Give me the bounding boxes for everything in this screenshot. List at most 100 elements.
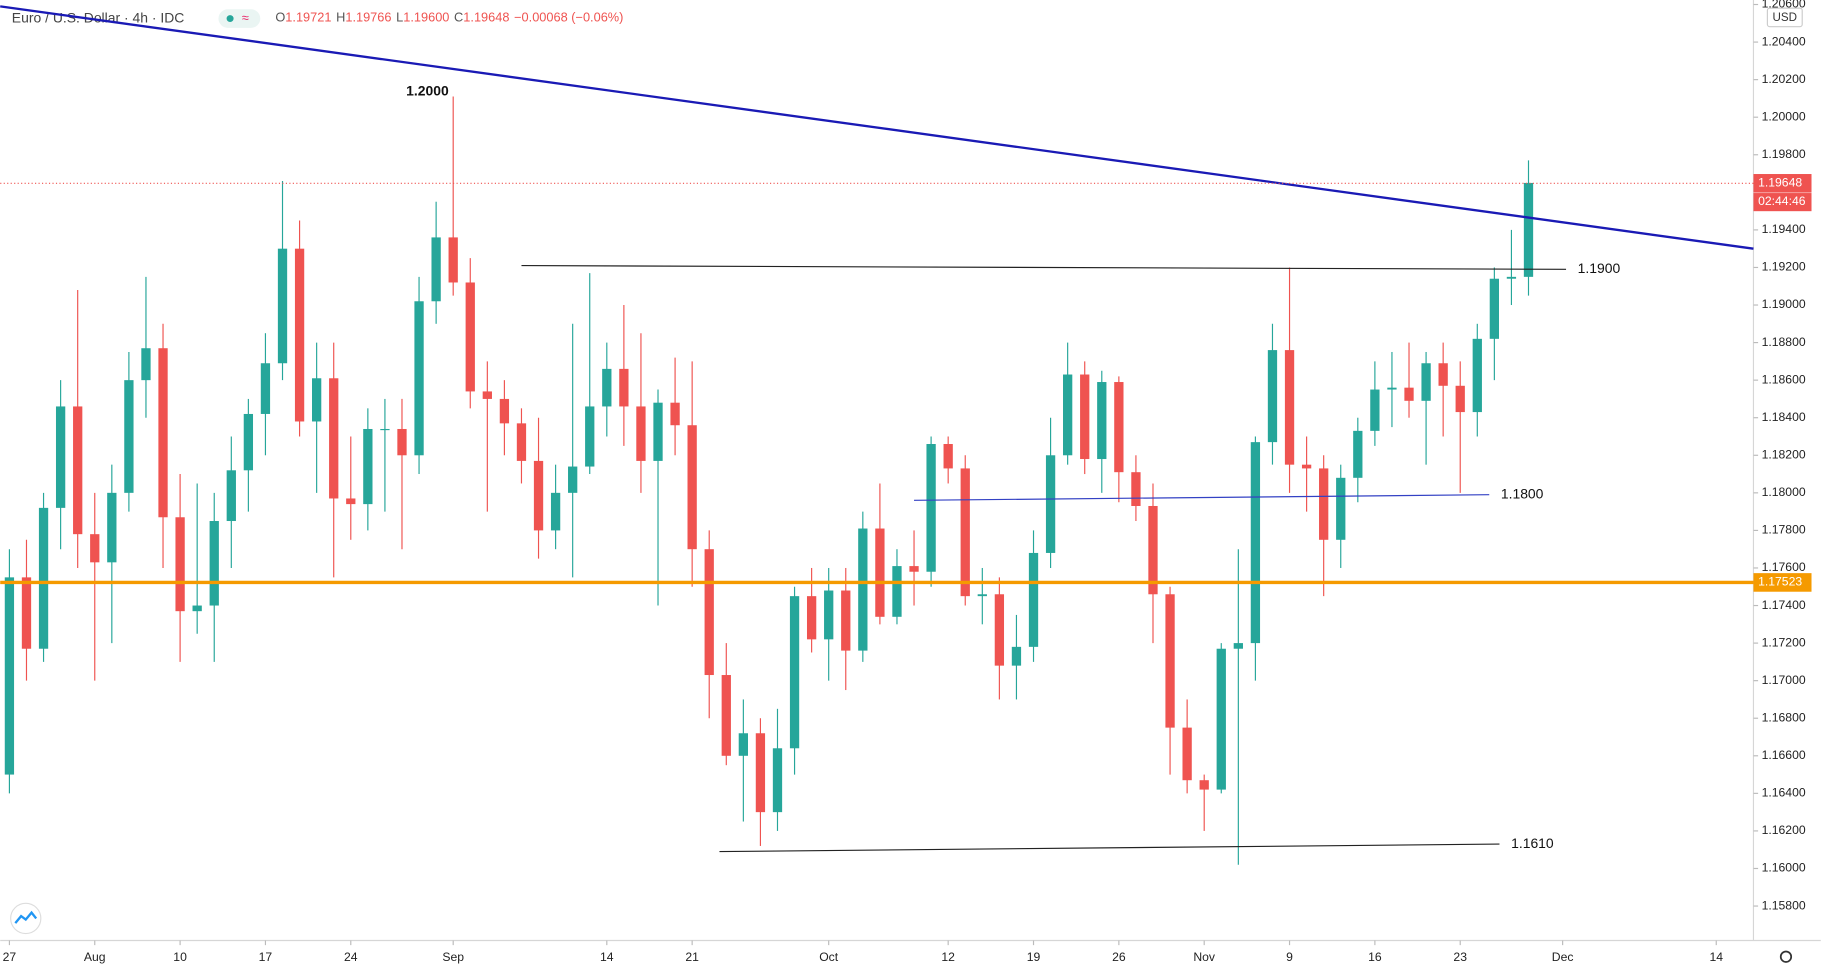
candle-body bbox=[107, 492, 117, 563]
trend-line bbox=[914, 494, 1490, 501]
candle-body bbox=[1455, 385, 1465, 413]
candle-body bbox=[1131, 472, 1141, 506]
y-tick-label: 1.17000 bbox=[1762, 673, 1806, 687]
candle-body bbox=[1472, 338, 1482, 413]
x-tick-label: Nov bbox=[1193, 950, 1216, 964]
x-tick-label: 12 bbox=[941, 950, 955, 964]
logo[interactable] bbox=[10, 902, 42, 935]
candle-body bbox=[1080, 374, 1090, 460]
candle-body bbox=[1148, 505, 1158, 595]
y-tick-label: 1.16200 bbox=[1762, 823, 1806, 837]
currency-box[interactable] bbox=[1766, 7, 1803, 28]
y-tick-label: 1.20200 bbox=[1762, 72, 1806, 86]
x-tick-label: 16 bbox=[1368, 950, 1382, 964]
candle-body bbox=[1114, 382, 1124, 473]
candle-body bbox=[602, 368, 612, 407]
x-tick-label: 26 bbox=[1112, 950, 1126, 964]
candle-body bbox=[124, 380, 134, 493]
candle-body bbox=[141, 348, 151, 381]
candle-body bbox=[1250, 442, 1261, 644]
candle-body bbox=[243, 413, 254, 471]
currency-label[interactable]: USD bbox=[1773, 11, 1798, 24]
candle-body bbox=[1182, 727, 1192, 781]
candle-body bbox=[499, 398, 510, 424]
candle-body bbox=[653, 402, 663, 461]
candle-body bbox=[568, 466, 578, 493]
candle-body bbox=[977, 594, 987, 597]
candle-body bbox=[1421, 363, 1431, 401]
candle-body bbox=[772, 748, 783, 813]
x-tick-label: 21 bbox=[685, 950, 699, 964]
candle-body bbox=[1353, 430, 1363, 478]
candle-body bbox=[875, 528, 885, 617]
candle-body bbox=[363, 428, 373, 505]
x-tick-label: 10 bbox=[173, 950, 187, 964]
x-tick-label: 24 bbox=[344, 950, 358, 964]
x-tick-label: Oct bbox=[819, 950, 839, 964]
candle-body bbox=[1097, 382, 1107, 460]
candle-body bbox=[1438, 363, 1448, 386]
y-tick-label: 1.18600 bbox=[1762, 372, 1806, 386]
candle-body bbox=[175, 517, 185, 612]
y-tick-label: 1.20000 bbox=[1762, 109, 1806, 123]
settings[interactable] bbox=[1779, 950, 1793, 963]
x-tick-label: 19 bbox=[1027, 950, 1041, 964]
candle-body bbox=[960, 468, 970, 597]
candle-body bbox=[806, 596, 817, 640]
y-tick-label: 1.19400 bbox=[1762, 222, 1806, 236]
candle-body bbox=[1506, 276, 1517, 279]
x-tick-label: 14 bbox=[600, 950, 614, 964]
candle-body bbox=[482, 391, 492, 399]
candle-body bbox=[1216, 648, 1226, 790]
level-tag bbox=[1753, 573, 1812, 592]
candle-body bbox=[550, 492, 561, 531]
y-tick-label: 1.20600 bbox=[1762, 0, 1806, 11]
candle-body bbox=[841, 590, 851, 651]
candle-body bbox=[858, 528, 868, 651]
status-dot bbox=[226, 15, 234, 23]
candle-body bbox=[226, 470, 236, 522]
candle-body bbox=[1199, 780, 1209, 790]
x-tick-label: Sep bbox=[442, 950, 464, 964]
y-tick-label: 1.16400 bbox=[1762, 786, 1806, 800]
candle-body bbox=[738, 733, 748, 756]
line-label: 1.1900 bbox=[1578, 260, 1621, 276]
y-tick-label: 1.17400 bbox=[1762, 598, 1806, 612]
candle-body bbox=[516, 423, 527, 461]
candle-body bbox=[294, 248, 305, 422]
candle-body bbox=[397, 428, 407, 456]
candle-body bbox=[619, 368, 629, 407]
y-tick-label: 1.17800 bbox=[1762, 523, 1806, 537]
candle-body bbox=[1404, 387, 1414, 401]
candle-body bbox=[1387, 387, 1397, 390]
y-tick-label: 1.17200 bbox=[1762, 635, 1806, 649]
y-tick-label: 1.17600 bbox=[1762, 560, 1806, 574]
x-tick-label: 17 bbox=[259, 950, 273, 964]
candle-body bbox=[73, 406, 83, 535]
candle-body bbox=[465, 282, 475, 392]
line-label: 1.1610 bbox=[1511, 835, 1554, 851]
line-label: 1.1800 bbox=[1501, 485, 1544, 501]
legend: Euro / U.S. Dollar · 4h · IDC ≈ O1.19721… bbox=[12, 9, 623, 28]
candle-body bbox=[585, 406, 595, 467]
y-tick-label: 1.16600 bbox=[1762, 748, 1806, 762]
x-tick-label: 23 bbox=[1453, 950, 1467, 964]
y-tick-label: 1.16800 bbox=[1762, 710, 1806, 724]
candle-body bbox=[209, 521, 219, 606]
candle-body bbox=[1045, 455, 1056, 553]
candle-body bbox=[329, 378, 339, 499]
candle-body bbox=[1336, 477, 1346, 540]
candle-body bbox=[21, 577, 32, 649]
y-tick-label: 1.19000 bbox=[1762, 297, 1806, 311]
candle-body bbox=[55, 406, 66, 508]
candle-body bbox=[1165, 594, 1175, 728]
candle-body bbox=[414, 301, 424, 456]
settings-icon[interactable] bbox=[1779, 950, 1793, 963]
y-tick-label: 1.19800 bbox=[1762, 147, 1806, 161]
candle-body bbox=[926, 444, 936, 572]
candle-body bbox=[90, 534, 100, 563]
candle-body bbox=[38, 507, 49, 649]
candle-body bbox=[380, 428, 390, 431]
plot-area bbox=[4, 96, 1534, 865]
